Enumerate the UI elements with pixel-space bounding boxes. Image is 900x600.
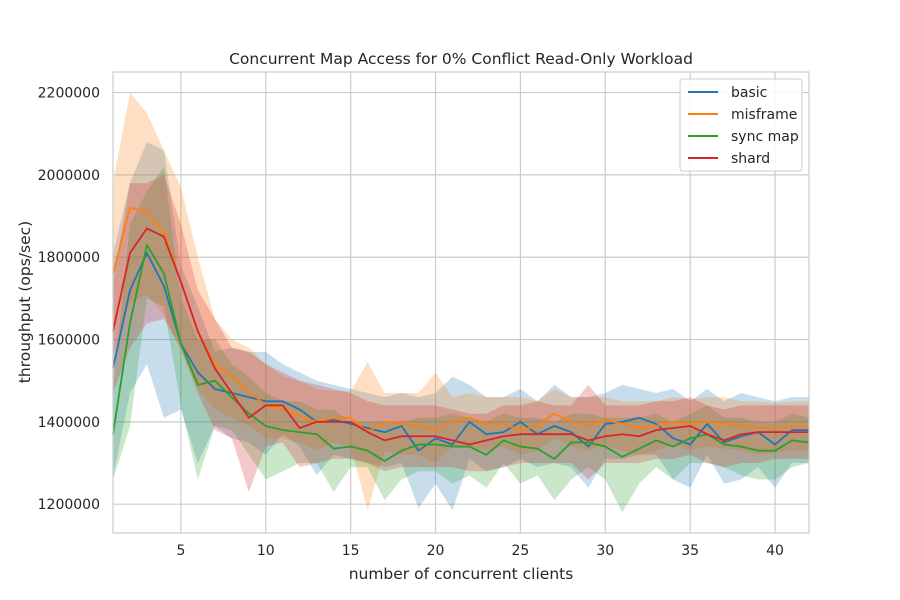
x-tick-label: 35: [681, 543, 699, 559]
y-tick-label: 1200000: [38, 497, 100, 513]
band-sync-map: [113, 166, 809, 513]
band-shard: [113, 174, 809, 492]
legend: basic misframe sync map shard: [679, 78, 803, 172]
line-misframe: [112, 206, 809, 434]
legend-label-sync-map: sync map: [731, 129, 799, 145]
y-axis-ticks: 1200000 1400000 1600000 1800000 2000000 22000…: [38, 86, 100, 514]
legend-label-shard: shard: [731, 151, 770, 167]
x-axis-ticks: 5 10 15 20 25 30 35 40: [176, 543, 784, 559]
y-tick-label: 1400000: [38, 415, 100, 431]
line-basic: [112, 252, 809, 452]
line-shard: [112, 227, 809, 446]
x-tick-label: 20: [427, 543, 445, 559]
x-axis-label: number of concurrent clients: [349, 565, 574, 583]
x-tick-label: 25: [512, 543, 530, 559]
y-axis-label: throughput (ops/sec): [16, 221, 34, 383]
legend-box: [679, 78, 803, 172]
y-tick-label: 1800000: [38, 250, 100, 266]
legend-label-basic: basic: [731, 85, 767, 101]
x-tick-label: 30: [596, 543, 614, 559]
chart-title: Concurrent Map Access for 0% Conflict Re…: [229, 50, 693, 68]
x-tick-label: 15: [342, 543, 360, 559]
legend-label-misframe: misframe: [731, 107, 797, 123]
y-tick-label: 2200000: [38, 86, 100, 102]
x-tick-label: 5: [176, 543, 185, 559]
line-sync-map: [112, 243, 810, 462]
x-tick-label: 40: [766, 543, 784, 559]
y-tick-label: 2000000: [38, 168, 100, 184]
band-misframe: [113, 92, 809, 511]
plot-area-frame: [112, 71, 810, 534]
series-lines: [112, 206, 810, 462]
y-tick-label: 1600000: [38, 333, 100, 349]
x-tick-label: 10: [257, 543, 275, 559]
